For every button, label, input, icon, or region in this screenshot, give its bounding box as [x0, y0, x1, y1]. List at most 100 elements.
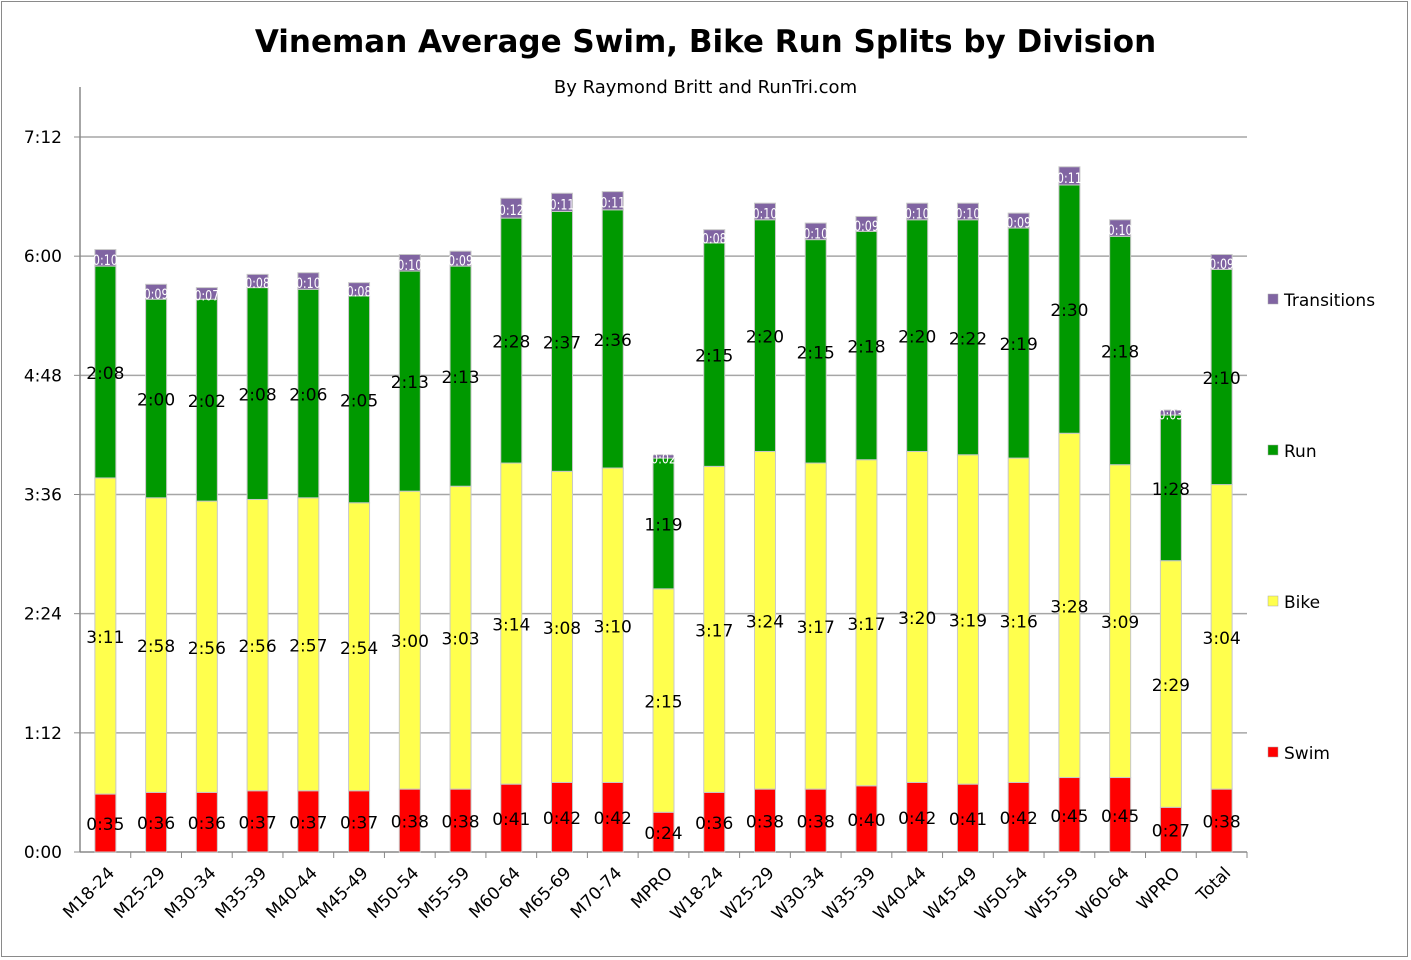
data-label: 0:10 — [93, 253, 118, 269]
x-tick-label: W45-49 — [921, 863, 982, 924]
x-tick-label: W30-34 — [768, 863, 829, 924]
x-tick-label: M30-34 — [161, 863, 220, 922]
y-tick-label: 1:12 — [24, 724, 62, 744]
y-tick-label: 6:00 — [24, 247, 62, 267]
x-tick-label: M45-49 — [313, 863, 372, 922]
data-label: 0:10 — [955, 206, 980, 222]
legend-swatch-bike — [1267, 595, 1279, 607]
x-tick-label: Total — [1192, 863, 1235, 906]
bar-segment-transitions — [1007, 212, 1030, 229]
bar-segment-transitions — [804, 222, 827, 241]
data-label: 0:36 — [695, 814, 733, 834]
data-label: 3:17 — [695, 621, 733, 641]
data-label: 0:08 — [245, 276, 270, 292]
x-tick-label: M70-74 — [567, 863, 626, 922]
data-label: 2:36 — [594, 331, 632, 351]
chart-title: Vineman Average Swim, Bike Run Splits by… — [254, 24, 1157, 60]
data-label: 2:10 — [1203, 369, 1241, 389]
data-label: 2:20 — [746, 328, 784, 348]
bar-segment-transitions — [703, 229, 726, 244]
data-label: 2:15 — [695, 347, 733, 367]
data-label: 0:42 — [543, 809, 581, 829]
x-tick-label: W40-44 — [870, 863, 931, 924]
data-label: 0:10 — [397, 258, 422, 274]
x-tick-label: W35-39 — [819, 863, 880, 924]
data-label: 3:24 — [746, 612, 784, 632]
bar-segment-transitions — [297, 272, 320, 290]
data-label: 0:40 — [847, 811, 885, 831]
bar-segment-transitions — [601, 191, 624, 211]
y-tick-label: 2:24 — [24, 605, 62, 625]
data-label: 0:08 — [347, 284, 372, 300]
x-tick-label: W50-54 — [971, 863, 1032, 924]
data-label: 2:00 — [137, 391, 175, 411]
data-label: 0:45 — [1050, 807, 1088, 827]
data-label: 0:41 — [949, 810, 987, 830]
data-label: 3:08 — [543, 619, 581, 639]
data-label: 3:11 — [86, 628, 124, 648]
data-label: 0:02 — [651, 451, 676, 467]
y-tick-label: 3:36 — [24, 486, 62, 506]
data-label: 0:07 — [194, 288, 219, 304]
data-label: 0:45 — [1101, 807, 1139, 827]
data-label: 2:08 — [86, 364, 124, 384]
x-tick-label: M55-59 — [415, 863, 474, 922]
data-label: 0:36 — [137, 814, 175, 834]
data-label: 2:18 — [847, 338, 885, 358]
data-label: 0:38 — [797, 813, 835, 833]
x-tick-label: M35-39 — [212, 863, 271, 922]
data-label: 0:27 — [1152, 822, 1190, 842]
x-tick-label: M65-69 — [516, 863, 575, 922]
data-label: 2:30 — [1050, 301, 1088, 321]
data-label: 3:04 — [1203, 629, 1241, 649]
data-label: 0:38 — [441, 813, 479, 833]
data-label: 2:19 — [1000, 335, 1038, 355]
data-label: 2:37 — [543, 333, 581, 353]
data-label: 0:35 — [86, 815, 124, 835]
data-label: 0:10 — [296, 276, 321, 292]
data-label: 0:11 — [1057, 171, 1082, 187]
bar-segment-transitions — [906, 202, 929, 221]
data-label: 2:56 — [238, 637, 276, 657]
data-label: 3:17 — [797, 618, 835, 638]
data-label: 2:15 — [797, 343, 835, 363]
data-label: 0:41 — [492, 810, 530, 830]
data-label: 2:57 — [289, 636, 327, 656]
data-label: 0:37 — [238, 813, 276, 833]
data-label: 0:09 — [1209, 257, 1234, 273]
data-label: 3:09 — [1101, 613, 1139, 633]
data-label: 2:29 — [1152, 676, 1190, 696]
data-label: 2:15 — [644, 693, 682, 713]
x-tick-label: MPRO — [627, 863, 677, 913]
x-tick-label: W25-29 — [718, 863, 779, 924]
data-label: 0:08 — [702, 231, 727, 247]
data-label: 0:09 — [144, 287, 169, 303]
data-label: 0:09 — [1006, 216, 1031, 232]
data-label: 0:37 — [340, 813, 378, 833]
bar-segment-transitions — [94, 249, 117, 267]
x-tick-label: W55-59 — [1022, 863, 1083, 924]
data-label: 0:38 — [391, 813, 429, 833]
data-label: 2:58 — [137, 637, 175, 657]
data-label: 2:13 — [441, 368, 479, 388]
data-label: 0:42 — [898, 809, 936, 829]
data-label: 0:37 — [289, 813, 327, 833]
data-label: 2:28 — [492, 333, 530, 353]
data-label: 3:14 — [492, 616, 530, 636]
data-label: 0:42 — [1000, 809, 1038, 829]
bar-segment-transitions — [753, 202, 776, 221]
data-label: 0:10 — [803, 226, 828, 242]
data-label: 0:10 — [752, 206, 777, 222]
bar-segment-transitions — [246, 273, 269, 289]
data-label: 2:18 — [1101, 343, 1139, 363]
data-label: 0:11 — [600, 196, 625, 212]
legend-label-swim: Swim — [1284, 744, 1330, 764]
bar-segment-transitions — [449, 250, 472, 267]
data-label: 0:09 — [448, 254, 473, 270]
x-tick-label: M18-24 — [59, 863, 118, 922]
x-tick-label: W18-24 — [667, 863, 728, 924]
data-label: 0:10 — [905, 206, 930, 222]
bar-segment-transitions — [652, 454, 675, 459]
bar-segment-transitions — [348, 282, 371, 297]
